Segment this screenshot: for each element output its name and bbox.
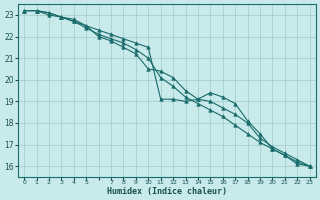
X-axis label: Humidex (Indice chaleur): Humidex (Indice chaleur): [107, 187, 227, 196]
